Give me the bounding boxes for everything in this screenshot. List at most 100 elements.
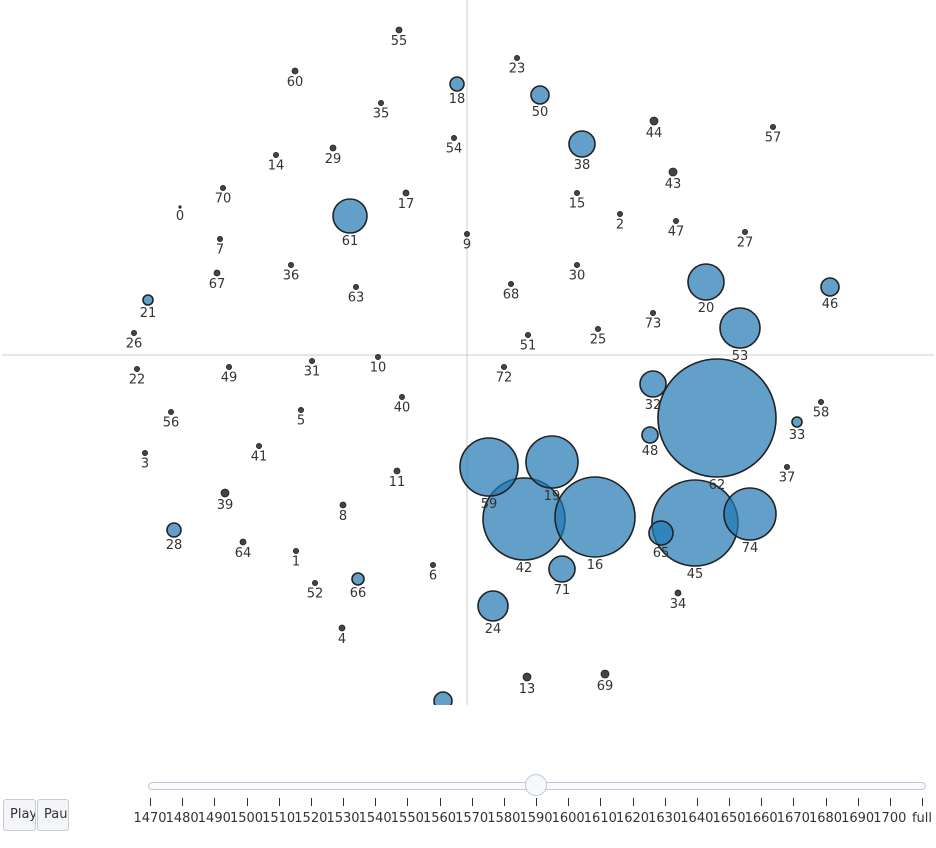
point-marker-32[interactable]: [639, 370, 667, 398]
slider-step-label[interactable]: 1480: [165, 811, 199, 826]
slider-step-label[interactable]: 1600: [551, 811, 585, 826]
slider-step-label[interactable]: 1540: [358, 811, 392, 826]
point-marker-57[interactable]: [770, 124, 777, 131]
point-marker-62[interactable]: [657, 358, 777, 478]
point-marker-46[interactable]: [820, 277, 840, 297]
slider-step-label[interactable]: 1660: [744, 811, 778, 826]
point-marker-56[interactable]: [167, 408, 174, 415]
point-marker-36[interactable]: [287, 261, 294, 268]
point-marker-64[interactable]: [239, 538, 247, 546]
slider-step-label[interactable]: 1580: [487, 811, 521, 826]
slider-step-label[interactable]: 1630: [648, 811, 682, 826]
point-marker-14[interactable]: [272, 151, 279, 158]
point-marker-17[interactable]: [402, 189, 410, 197]
point-marker-73[interactable]: [650, 309, 657, 316]
point-marker-39[interactable]: [220, 488, 230, 498]
slider-step-label[interactable]: 1470: [133, 811, 167, 826]
point-marker-26[interactable]: [130, 329, 137, 336]
point-marker-74[interactable]: [723, 487, 777, 541]
point-marker-53[interactable]: [719, 307, 761, 349]
point-marker-19[interactable]: [525, 435, 579, 489]
point-marker-61[interactable]: [332, 198, 368, 234]
point-marker-7[interactable]: [216, 235, 223, 242]
point-marker-9[interactable]: [463, 230, 470, 237]
point-marker-38[interactable]: [568, 130, 596, 158]
point-marker-31[interactable]: [308, 357, 315, 364]
point-marker-20[interactable]: [687, 263, 725, 301]
point-marker-8[interactable]: [339, 501, 347, 509]
slider-step-label[interactable]: 1490: [197, 811, 231, 826]
point-marker-3[interactable]: [141, 449, 148, 456]
point-marker-48[interactable]: [641, 426, 659, 444]
point-marker-51[interactable]: [525, 331, 532, 338]
point-marker-28[interactable]: [166, 522, 182, 538]
slider-step-label[interactable]: 1650: [712, 811, 746, 826]
point-marker-16[interactable]: [554, 476, 636, 558]
slider-step-label[interactable]: full: [911, 811, 933, 826]
slider-step-label[interactable]: 1510: [262, 811, 296, 826]
point-marker-10[interactable]: [374, 353, 381, 360]
slider-step-label[interactable]: 1530: [326, 811, 360, 826]
point-marker-2[interactable]: [617, 210, 624, 217]
point-marker-21[interactable]: [142, 294, 154, 306]
point-marker-41[interactable]: [255, 442, 262, 449]
point-marker-66[interactable]: [351, 572, 365, 586]
point-marker-37[interactable]: [784, 463, 791, 470]
point-marker-69[interactable]: [600, 669, 610, 679]
point-marker-unlabeled[interactable]: [433, 691, 453, 710]
point-marker-68[interactable]: [507, 280, 514, 287]
point-marker-25[interactable]: [595, 325, 602, 332]
point-marker-47[interactable]: [673, 217, 680, 224]
point-marker-18[interactable]: [449, 76, 465, 92]
point-marker-5[interactable]: [297, 406, 304, 413]
point-marker-23[interactable]: [514, 55, 521, 62]
point-marker-33[interactable]: [791, 416, 803, 428]
point-marker-60[interactable]: [291, 67, 299, 75]
slider-step-label[interactable]: 1700: [873, 811, 907, 826]
slider-step-label[interactable]: 1690: [841, 811, 875, 826]
slider-step-label[interactable]: 1570: [455, 811, 489, 826]
slider-step-label[interactable]: 1640: [680, 811, 714, 826]
play-button[interactable]: Play: [3, 799, 36, 831]
pause-button[interactable]: Pause: [37, 799, 69, 831]
point-marker-49[interactable]: [225, 363, 232, 370]
point-marker-70[interactable]: [219, 184, 226, 191]
point-marker-43[interactable]: [668, 167, 678, 177]
point-marker-58[interactable]: [818, 398, 825, 405]
slider-step-label[interactable]: 1590: [519, 811, 553, 826]
point-marker-59[interactable]: [459, 437, 519, 497]
point-marker-27[interactable]: [742, 228, 749, 235]
point-marker-29[interactable]: [329, 144, 337, 152]
point-marker-44[interactable]: [649, 116, 659, 126]
point-marker-35[interactable]: [377, 100, 384, 107]
point-marker-6[interactable]: [429, 562, 436, 569]
slider-step-label[interactable]: 1550: [390, 811, 424, 826]
slider-step-label[interactable]: 1620: [615, 811, 650, 826]
slider-step-label[interactable]: 1560: [422, 811, 457, 826]
point-marker-72[interactable]: [500, 363, 507, 370]
slider-step-label[interactable]: 1500: [229, 811, 264, 826]
point-marker-71[interactable]: [548, 555, 576, 583]
point-marker-40[interactable]: [398, 393, 405, 400]
point-marker-34[interactable]: [674, 589, 682, 597]
point-marker-50[interactable]: [530, 85, 550, 105]
point-marker-24[interactable]: [477, 590, 509, 622]
point-marker-1[interactable]: [292, 548, 299, 555]
slider-step-label[interactable]: 1680: [808, 811, 843, 826]
slider-step-label[interactable]: 1670: [776, 811, 810, 826]
point-marker-4[interactable]: [338, 624, 346, 632]
time-slider-handle[interactable]: [525, 774, 547, 796]
point-marker-0[interactable]: [178, 205, 182, 209]
point-marker-15[interactable]: [574, 189, 581, 196]
slider-step-label[interactable]: 1520: [294, 811, 328, 826]
point-marker-54[interactable]: [450, 134, 457, 141]
point-marker-67[interactable]: [213, 269, 221, 277]
point-marker-65[interactable]: [648, 520, 674, 546]
point-marker-63[interactable]: [352, 283, 359, 290]
point-marker-52[interactable]: [311, 580, 318, 587]
point-marker-55[interactable]: [395, 26, 403, 34]
point-marker-22[interactable]: [133, 365, 140, 372]
point-marker-13[interactable]: [522, 672, 532, 682]
slider-step-label[interactable]: 1610: [583, 811, 617, 826]
point-marker-11[interactable]: [393, 467, 401, 475]
